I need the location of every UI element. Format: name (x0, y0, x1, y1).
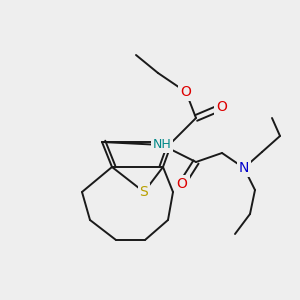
Text: NH: NH (153, 139, 171, 152)
Text: O: O (181, 85, 191, 99)
Text: N: N (239, 161, 249, 175)
Text: S: S (140, 185, 148, 199)
Text: O: O (177, 177, 188, 191)
Text: O: O (217, 100, 227, 114)
